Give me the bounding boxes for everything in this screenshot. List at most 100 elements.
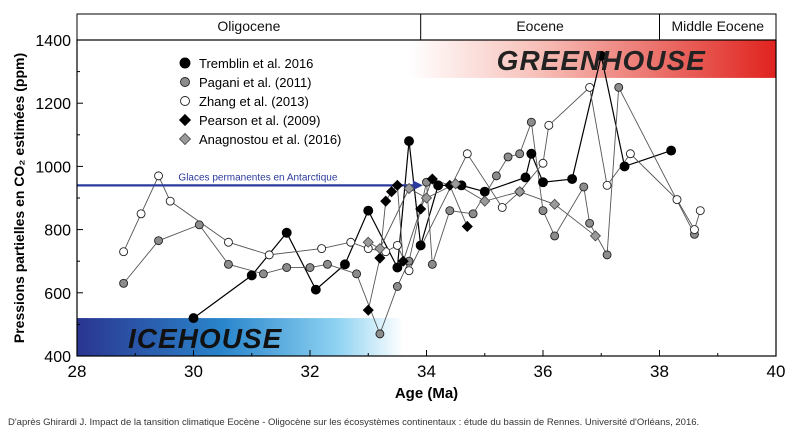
epoch-label: Eocene [516, 18, 564, 34]
y-tick-label: 400 [44, 349, 71, 366]
epoch-label: Middle Eocene [671, 18, 764, 34]
data-point [154, 171, 164, 181]
data-point [672, 195, 682, 205]
data-point [596, 50, 607, 61]
data-point [445, 206, 455, 216]
icehouse-label: ICEHOUSE [128, 323, 283, 354]
data-point [526, 117, 536, 127]
data-point [223, 259, 233, 269]
y-tick-label: 1200 [35, 96, 71, 113]
data-point [282, 263, 292, 272]
threshold-label: Glaces permanentes en Antarctique [178, 172, 337, 183]
data-point [462, 149, 472, 159]
data-point [305, 263, 315, 272]
legend-marker [180, 77, 190, 87]
x-tick-label: 34 [417, 362, 436, 381]
data-point [497, 203, 507, 212]
data-point [119, 278, 129, 288]
data-point [625, 149, 635, 159]
data-point [385, 186, 398, 198]
data-point [433, 180, 444, 191]
x-tick-label: 32 [301, 362, 320, 381]
x-axis-label: Age (Ma) [395, 385, 458, 402]
data-point [165, 196, 175, 206]
legend-label: Pagani et al. (2011) [199, 75, 312, 90]
data-point [403, 182, 415, 195]
data-point [392, 240, 402, 250]
data-point [392, 282, 402, 291]
data-point [404, 266, 414, 276]
source-caption: D'après Ghirardi J. Impact de la tansiti… [8, 417, 700, 428]
data-point [352, 269, 362, 279]
data-point [520, 172, 531, 183]
y-axis-label: Pressions partielles en CO₂ estimées (pp… [11, 53, 27, 343]
data-point [538, 158, 548, 168]
data-point [579, 182, 589, 192]
data-point [585, 82, 595, 92]
data-point [538, 206, 548, 216]
x-tick-label: 30 [184, 362, 203, 381]
data-point [479, 195, 491, 207]
data-point [362, 304, 374, 316]
y-tick-label: 1400 [35, 33, 71, 50]
greenhouse-label: GREENHOUSE [497, 45, 706, 76]
data-point [323, 259, 332, 269]
data-point [515, 149, 525, 159]
x-tick-label: 40 [767, 362, 786, 381]
data-point [188, 313, 199, 324]
data-point [415, 203, 427, 215]
legend-label: Tremblin et al. 2016 [199, 56, 313, 71]
data-point [549, 198, 561, 210]
data-point [397, 255, 409, 267]
data-point [585, 218, 595, 228]
legend-label: Pearson et al. (2009) [199, 113, 320, 128]
x-tick-label: 38 [650, 362, 669, 381]
data-point [468, 209, 478, 219]
x-tick-label: 36 [534, 362, 553, 381]
data-point [450, 178, 462, 190]
icehouse-zone [77, 318, 404, 356]
data-point [491, 171, 501, 181]
data-point [526, 148, 537, 159]
data-point [690, 225, 699, 235]
x-tick-label: 28 [68, 362, 87, 381]
data-point [380, 195, 392, 207]
data-point [666, 145, 677, 156]
data-point [619, 161, 630, 172]
data-point [136, 209, 146, 219]
greenhouse-zone [409, 40, 776, 78]
data-point [340, 259, 350, 270]
data-point [550, 231, 560, 241]
data-point [281, 227, 292, 238]
data-point [503, 152, 513, 162]
threshold-arrow-icon [412, 180, 423, 191]
legend-marker [179, 57, 191, 69]
data-point [415, 240, 426, 251]
data-point [362, 236, 374, 248]
data-point [602, 180, 612, 190]
data-point [514, 186, 526, 198]
data-point [479, 186, 490, 197]
data-point [567, 174, 578, 184]
legend-marker [178, 132, 192, 146]
data-point [119, 247, 129, 257]
legend-marker [178, 113, 192, 127]
y-tick-label: 800 [44, 223, 71, 240]
data-point [374, 252, 386, 264]
legend-label: Zhang et al. (2013) [199, 94, 309, 109]
data-point [194, 220, 204, 230]
data-point [264, 250, 274, 260]
data-point [375, 329, 385, 339]
legend-label: Anagnostou et al. (2016) [199, 132, 341, 147]
data-point [310, 284, 321, 295]
data-point [427, 259, 437, 269]
epoch-label: Oligocene [217, 18, 280, 34]
data-point [538, 177, 548, 188]
data-point [420, 192, 433, 204]
data-point [392, 262, 403, 273]
co2-chart: Oligocene Eocene Middle Eocene Glaces perm… [11, 13, 786, 402]
legend-marker [180, 96, 190, 106]
data-point [154, 236, 164, 246]
data-point [374, 242, 386, 255]
data-point [614, 82, 624, 92]
